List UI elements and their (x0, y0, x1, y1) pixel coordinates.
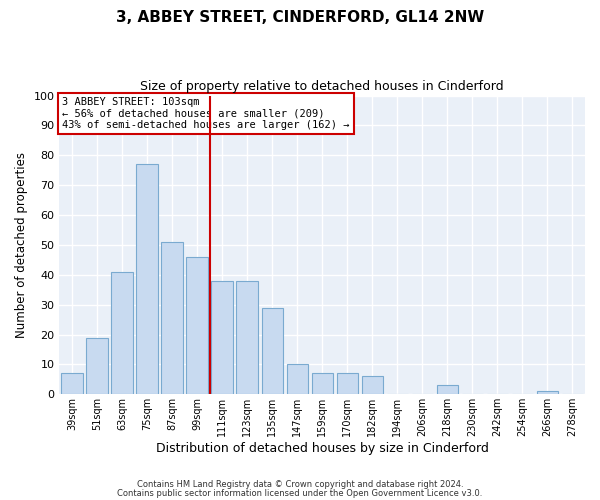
Bar (287, 364, 308, 394)
Text: 3 ABBEY STREET: 103sqm
← 56% of detached houses are smaller (209)
43% of semi-de: 3 ABBEY STREET: 103sqm ← 56% of detached… (62, 97, 350, 130)
Text: Contains HM Land Registry data © Crown copyright and database right 2024.: Contains HM Land Registry data © Crown c… (137, 480, 463, 489)
Bar (86, 338, 107, 394)
Y-axis label: Number of detached properties: Number of detached properties (15, 152, 28, 338)
Text: 3, ABBEY STREET, CINDERFORD, GL14 2NW: 3, ABBEY STREET, CINDERFORD, GL14 2NW (116, 10, 484, 25)
Text: Contains public sector information licensed under the Open Government Licence v3: Contains public sector information licen… (118, 488, 482, 498)
Bar (61, 374, 83, 394)
Bar (362, 376, 383, 394)
Bar (112, 272, 133, 394)
Bar (187, 257, 208, 394)
Title: Size of property relative to detached houses in Cinderford: Size of property relative to detached ho… (140, 80, 504, 93)
Bar (311, 374, 333, 394)
Bar (262, 308, 283, 394)
Bar (211, 281, 233, 394)
Bar (161, 242, 182, 394)
Bar (537, 392, 558, 394)
Bar (136, 164, 158, 394)
Bar (437, 386, 458, 394)
Bar (337, 374, 358, 394)
Bar (236, 281, 258, 394)
X-axis label: Distribution of detached houses by size in Cinderford: Distribution of detached houses by size … (156, 442, 488, 455)
